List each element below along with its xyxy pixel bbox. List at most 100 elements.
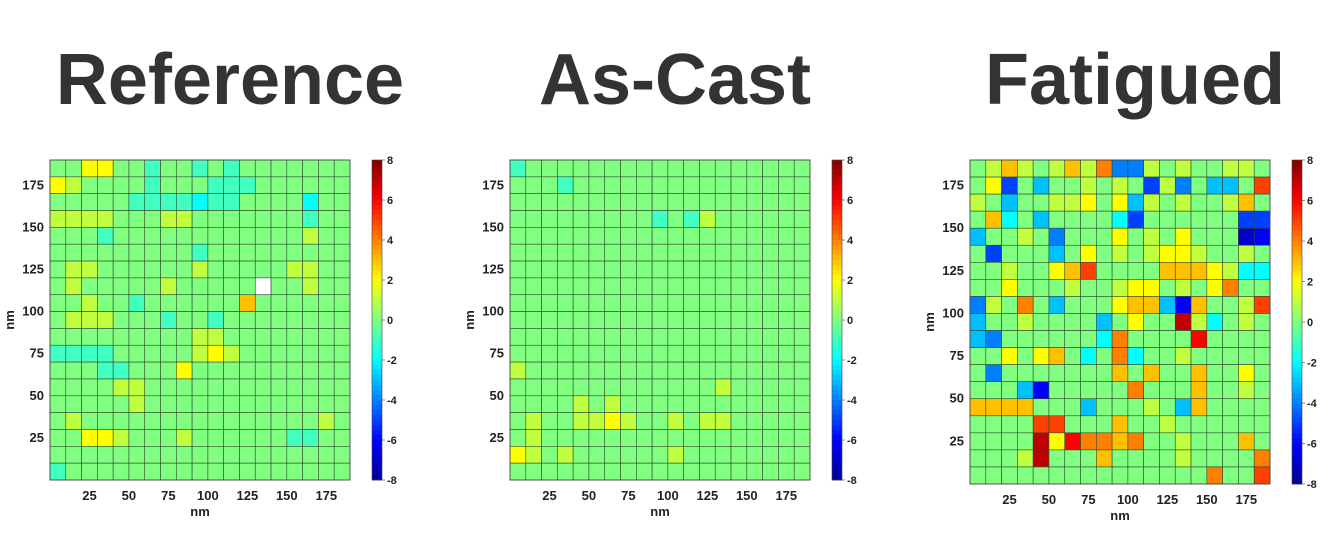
y-tick-label: 50 [950,391,964,406]
heatmap-cell [1127,244,1144,263]
heatmap-cell [636,176,653,194]
heatmap-cell [1159,227,1176,246]
heatmap-cell [207,277,224,296]
heatmap-cell [636,429,653,447]
colorbar-tick-label: 2 [1307,277,1313,289]
colorbar-strip [372,270,382,276]
heatmap-cell [1111,381,1129,400]
colorbar-tick-label: -6 [387,435,397,447]
heatmap-cell [128,311,146,329]
heatmap-cell [1159,244,1176,263]
heatmap-cell [604,159,621,178]
heatmap-cell [333,429,351,447]
heatmap-cell [509,344,527,363]
heatmap-cell [1080,176,1097,195]
heatmap-cell [65,328,82,346]
colorbar-strip [832,245,842,251]
heatmap-cell [207,462,224,481]
heatmap-cell [81,227,98,245]
heatmap-cell [714,462,732,481]
heatmap-cell [985,398,1002,417]
heatmap-cell [541,311,558,329]
heatmap-cell [286,176,303,194]
heatmap-cell [1206,415,1223,434]
heatmap-cell [112,328,130,346]
heatmap-cell [302,193,319,211]
heatmap-cell [572,311,590,329]
heatmap-cell [112,227,130,245]
heatmap-cell [1190,244,1208,263]
heatmap-cell [1017,330,1034,348]
x-tick-label: 25 [542,488,556,503]
heatmap-cell [636,243,653,262]
heatmap-cell [286,361,303,380]
heatmap-cell [985,210,1002,229]
heatmap-cell [254,159,272,178]
heatmap-cell [1222,381,1239,400]
heatmap-cell [1064,313,1081,331]
heatmap-cell [97,446,114,464]
colorbar-strip [372,355,382,361]
heatmap-cell [1017,381,1034,400]
heatmap-cell [620,159,637,178]
heatmap-cell [144,328,161,346]
heatmap-cell [1238,244,1255,263]
heatmap-cell [128,446,146,464]
heatmap-cell [1080,296,1097,314]
heatmap-cell [509,277,527,296]
heatmap-cell [191,227,209,245]
heatmap-cell [270,294,288,312]
heatmap-cell [699,176,716,194]
heatmap-cell [1111,466,1129,485]
colorbar-strip [1292,458,1302,465]
colorbar-strip [832,210,842,216]
heatmap-cell [1064,262,1081,280]
heatmap-cell [144,210,161,228]
heatmap-cell [112,176,130,194]
colorbar-strip [832,445,842,451]
heatmap-cell [1032,296,1050,314]
heatmap-cell [1159,330,1176,348]
heatmap-cell [97,243,114,262]
colorbar-strip [1292,448,1302,455]
heatmap-cell [302,395,319,413]
heatmap-cell [699,193,716,211]
heatmap-cell [667,294,684,312]
heatmap-cell [651,260,669,279]
heatmap-cell [1238,381,1255,400]
colorbar-strip [1292,327,1302,333]
heatmap-cell [223,176,240,194]
heatmap-cell [762,462,779,481]
colorbar-strip [832,390,842,396]
heatmap-cell [239,277,256,296]
heatmap-cell [223,159,240,178]
heatmap-cell [1190,415,1208,434]
heatmap-cell [557,311,574,329]
heatmap-cell [1048,176,1066,195]
heatmap-cell [1017,210,1034,229]
heatmap-cell [1253,227,1271,246]
heatmap-cell [144,344,161,363]
heatmap-cell [1253,381,1271,400]
heatmap-cell [254,429,272,447]
heatmap-cell [1096,279,1113,297]
heatmap-cell [65,462,82,481]
y-tick-label: 100 [942,306,964,321]
colorbar-strip [832,265,842,271]
heatmap-cell [667,277,684,296]
colorbar-strip [1292,397,1302,404]
colorbar-strip [1292,185,1302,191]
colorbar-strip [1292,423,1302,429]
heatmap-cell [1064,381,1081,400]
heatmap-cell [1206,364,1223,382]
heatmap-cell [302,328,319,346]
heatmap-cell [1096,432,1113,451]
heatmap-cell [318,361,335,380]
heatmap-cell [778,328,795,346]
heatmap-cell [1190,262,1208,280]
colorbar-strip [832,365,842,371]
heatmap-cell [604,260,621,279]
heatmap-cell [286,429,303,447]
heatmap-cell [730,277,748,296]
heatmap-cell [1032,227,1050,246]
